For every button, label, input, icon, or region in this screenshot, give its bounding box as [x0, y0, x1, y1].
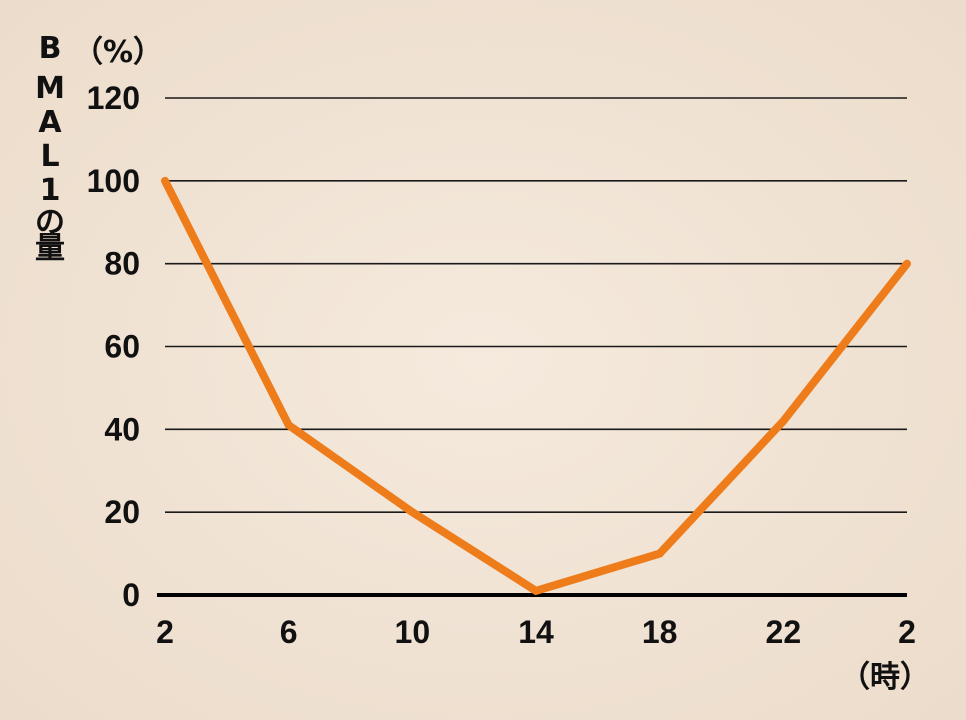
y-axis-label-char: B — [39, 31, 62, 66]
x-tick-label: 6 — [280, 614, 298, 650]
x-tick-label: 2 — [898, 614, 916, 650]
y-axis-label-char: L — [40, 139, 59, 174]
y-axis-label-char: の — [35, 205, 65, 240]
data-point — [288, 424, 290, 426]
data-point — [782, 420, 784, 422]
y-tick-label: 20 — [104, 494, 140, 530]
y-tick-label: 40 — [104, 411, 140, 447]
y-axis-unit: （%） — [73, 35, 163, 70]
y-axis-label-char: A — [38, 105, 62, 140]
y-tick-label: 100 — [87, 163, 140, 199]
y-axis-label-char: M — [35, 71, 65, 106]
y-axis-label-char: 量 — [35, 231, 65, 266]
y-tick-label: 60 — [104, 329, 140, 365]
x-tick-label: 22 — [766, 614, 802, 650]
y-axis-label-char: 1 — [40, 173, 61, 208]
x-tick-label: 10 — [395, 614, 431, 650]
x-tick-label: 18 — [642, 614, 678, 650]
y-tick-label: 80 — [104, 246, 140, 282]
data-point — [164, 180, 166, 182]
x-tick-label: 2 — [156, 614, 174, 650]
x-axis-unit: （時） — [840, 660, 930, 695]
data-point — [535, 590, 537, 592]
y-tick-label: 120 — [87, 80, 140, 116]
data-point — [659, 553, 661, 555]
y-tick-label: 0 — [122, 577, 140, 613]
data-point — [906, 263, 908, 265]
x-tick-label: 14 — [518, 614, 554, 650]
data-point — [411, 511, 413, 513]
